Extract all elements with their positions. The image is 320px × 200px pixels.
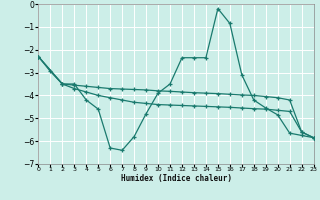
X-axis label: Humidex (Indice chaleur): Humidex (Indice chaleur): [121, 174, 231, 183]
